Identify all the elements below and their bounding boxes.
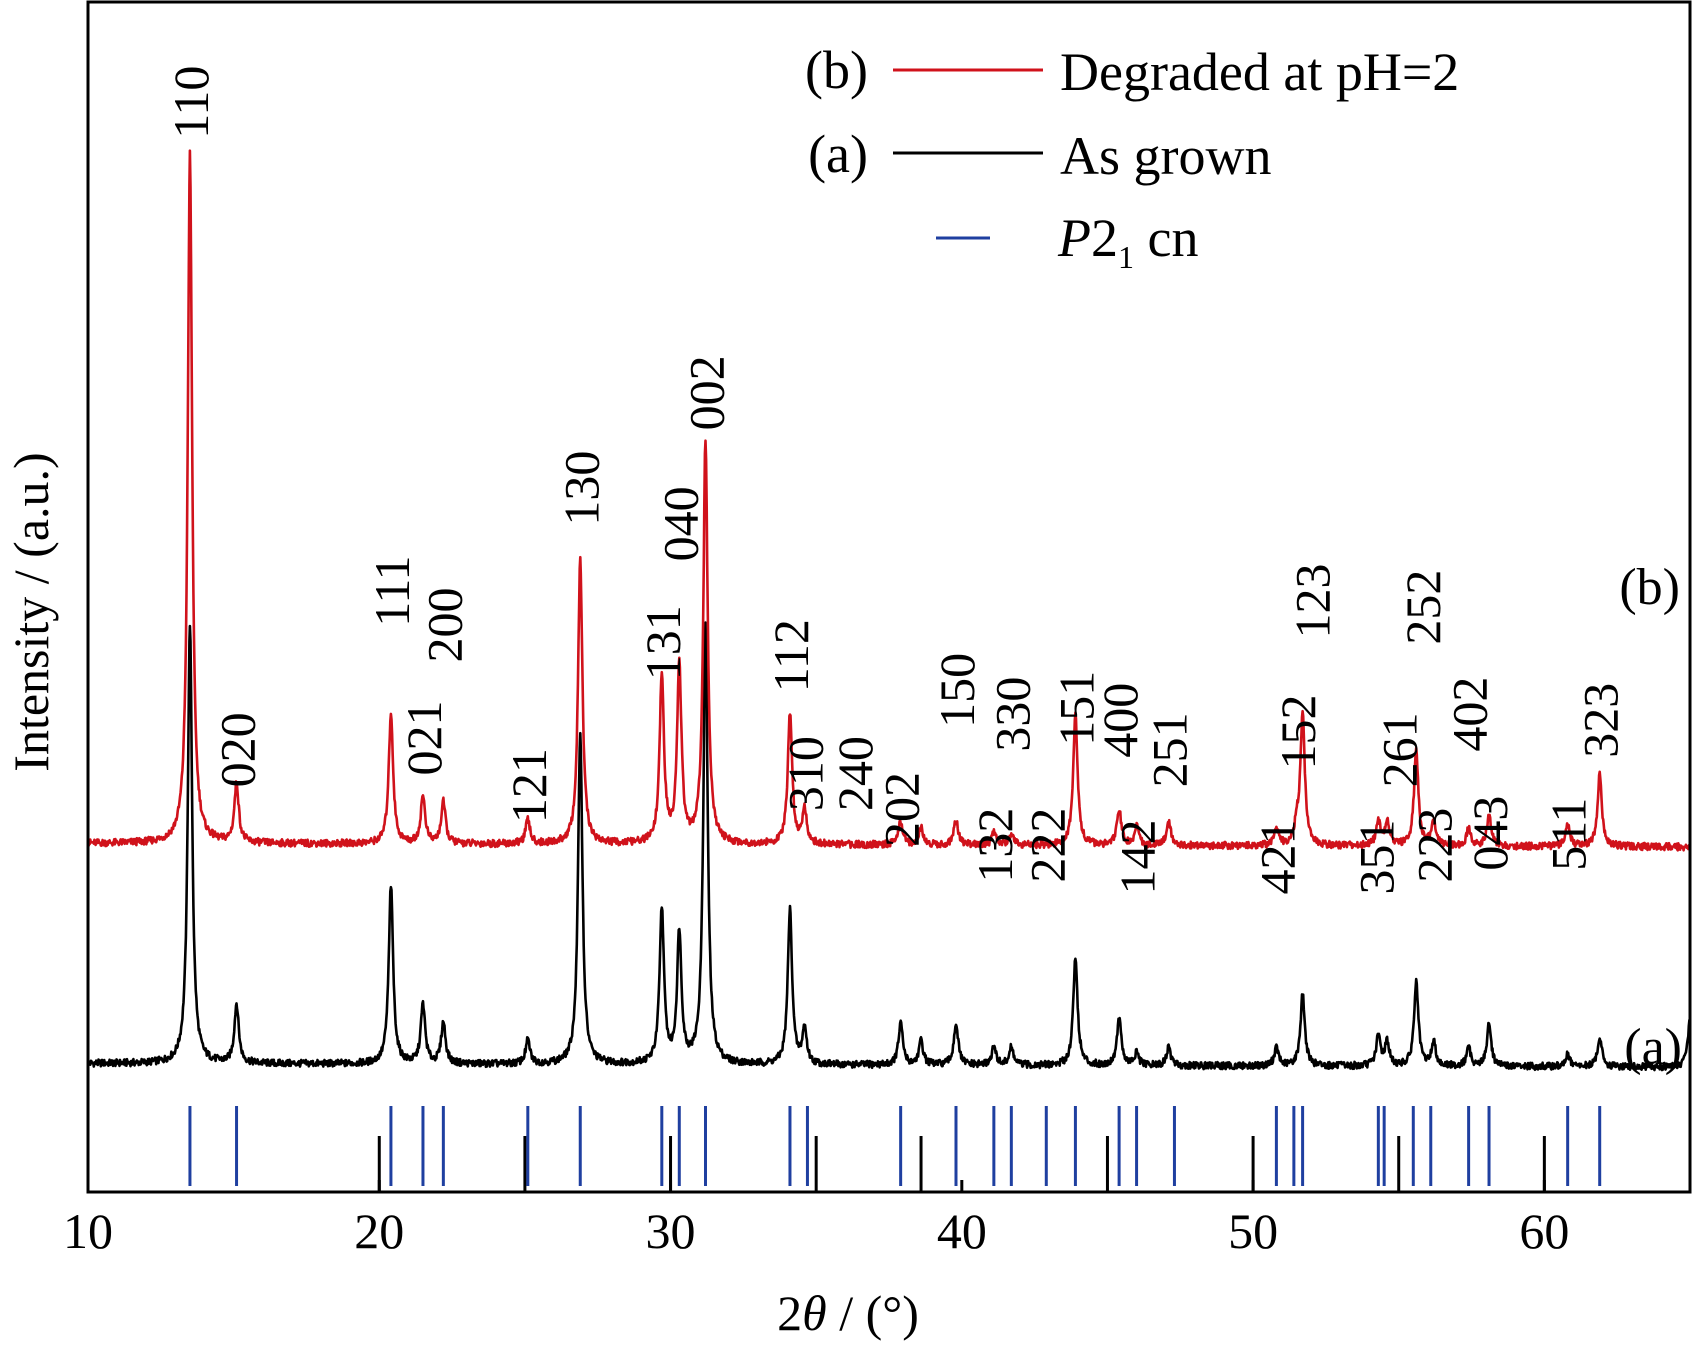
peak-label-132: 132	[967, 808, 1023, 883]
peak-label-202: 202	[874, 772, 930, 847]
x-tick-label-60: 60	[1519, 1203, 1569, 1259]
x-tick-label-30: 30	[646, 1203, 696, 1259]
peak-label-251: 251	[1142, 712, 1198, 787]
peak-labels: 1100201110212001211301310400021123102402…	[163, 66, 1629, 895]
reference-ticks	[188, 1106, 1602, 1192]
peak-label-200: 200	[416, 588, 472, 663]
peak-label-310: 310	[778, 736, 834, 811]
peak-label-123: 123	[1284, 564, 1340, 639]
peak-label-402: 402	[1442, 677, 1498, 752]
peak-label-330: 330	[984, 677, 1040, 752]
peak-label-043: 043	[1462, 796, 1518, 871]
legend-tag-b: (b)	[805, 40, 868, 100]
peak-label-040: 040	[652, 486, 708, 561]
legend: (b) Degraded at pH=2 (a) As grown P21 cn	[805, 40, 1459, 275]
peak-label-150: 150	[929, 653, 985, 728]
x-tick-label-50: 50	[1228, 1203, 1278, 1259]
peak-label-323: 323	[1573, 683, 1629, 758]
series-line-degraded	[87, 149, 1692, 852]
plot-frame	[86, 0, 1692, 1194]
peak-label-222: 222	[1019, 808, 1075, 883]
peak-label-112: 112	[763, 619, 819, 692]
peak-label-110: 110	[163, 66, 219, 139]
peak-label-121: 121	[501, 748, 557, 823]
peak-label-021: 021	[396, 701, 452, 776]
peak-label-111: 111	[364, 555, 420, 626]
series-layer	[86, 149, 1692, 1072]
legend-label-p21cn: P21 cn	[1057, 208, 1198, 275]
peak-label-002: 002	[679, 355, 735, 430]
peak-label-252: 252	[1395, 570, 1451, 645]
x-axis-title: 2θ / (°)	[777, 1285, 919, 1341]
peak-label-142: 142	[1110, 820, 1166, 895]
peak-label-400: 400	[1092, 683, 1148, 758]
x-tick-label-40: 40	[937, 1203, 987, 1259]
curve-tag-b: (b)	[1619, 559, 1680, 616]
peak-label-351: 351	[1348, 819, 1404, 894]
peak-label-020: 020	[210, 712, 266, 787]
legend-tag-a: (a)	[808, 124, 868, 184]
x-tick-label-20: 20	[354, 1203, 404, 1259]
series-line-as-grown	[86, 621, 1692, 1072]
peak-label-223: 223	[1407, 808, 1463, 883]
legend-label-as-grown: As grown	[1060, 126, 1272, 186]
peak-label-130: 130	[553, 451, 609, 526]
peak-label-261: 261	[1372, 712, 1428, 787]
peak-label-152: 152	[1270, 695, 1326, 770]
y-axis-title: Intensity / (a.u.)	[3, 452, 59, 771]
legend-label-degraded: Degraded at pH=2	[1060, 42, 1459, 102]
x-tick-label-10: 10	[63, 1203, 113, 1259]
peak-label-240: 240	[827, 736, 883, 811]
peak-label-511: 511	[1541, 798, 1597, 871]
peak-label-131: 131	[635, 605, 691, 680]
curve-tag-a: (a)	[1624, 1019, 1682, 1076]
x-axis-ticks: 10 20 30 40 50 60	[63, 1180, 1569, 1259]
peak-label-151: 151	[1048, 671, 1104, 746]
peak-label-421: 421	[1249, 820, 1305, 895]
